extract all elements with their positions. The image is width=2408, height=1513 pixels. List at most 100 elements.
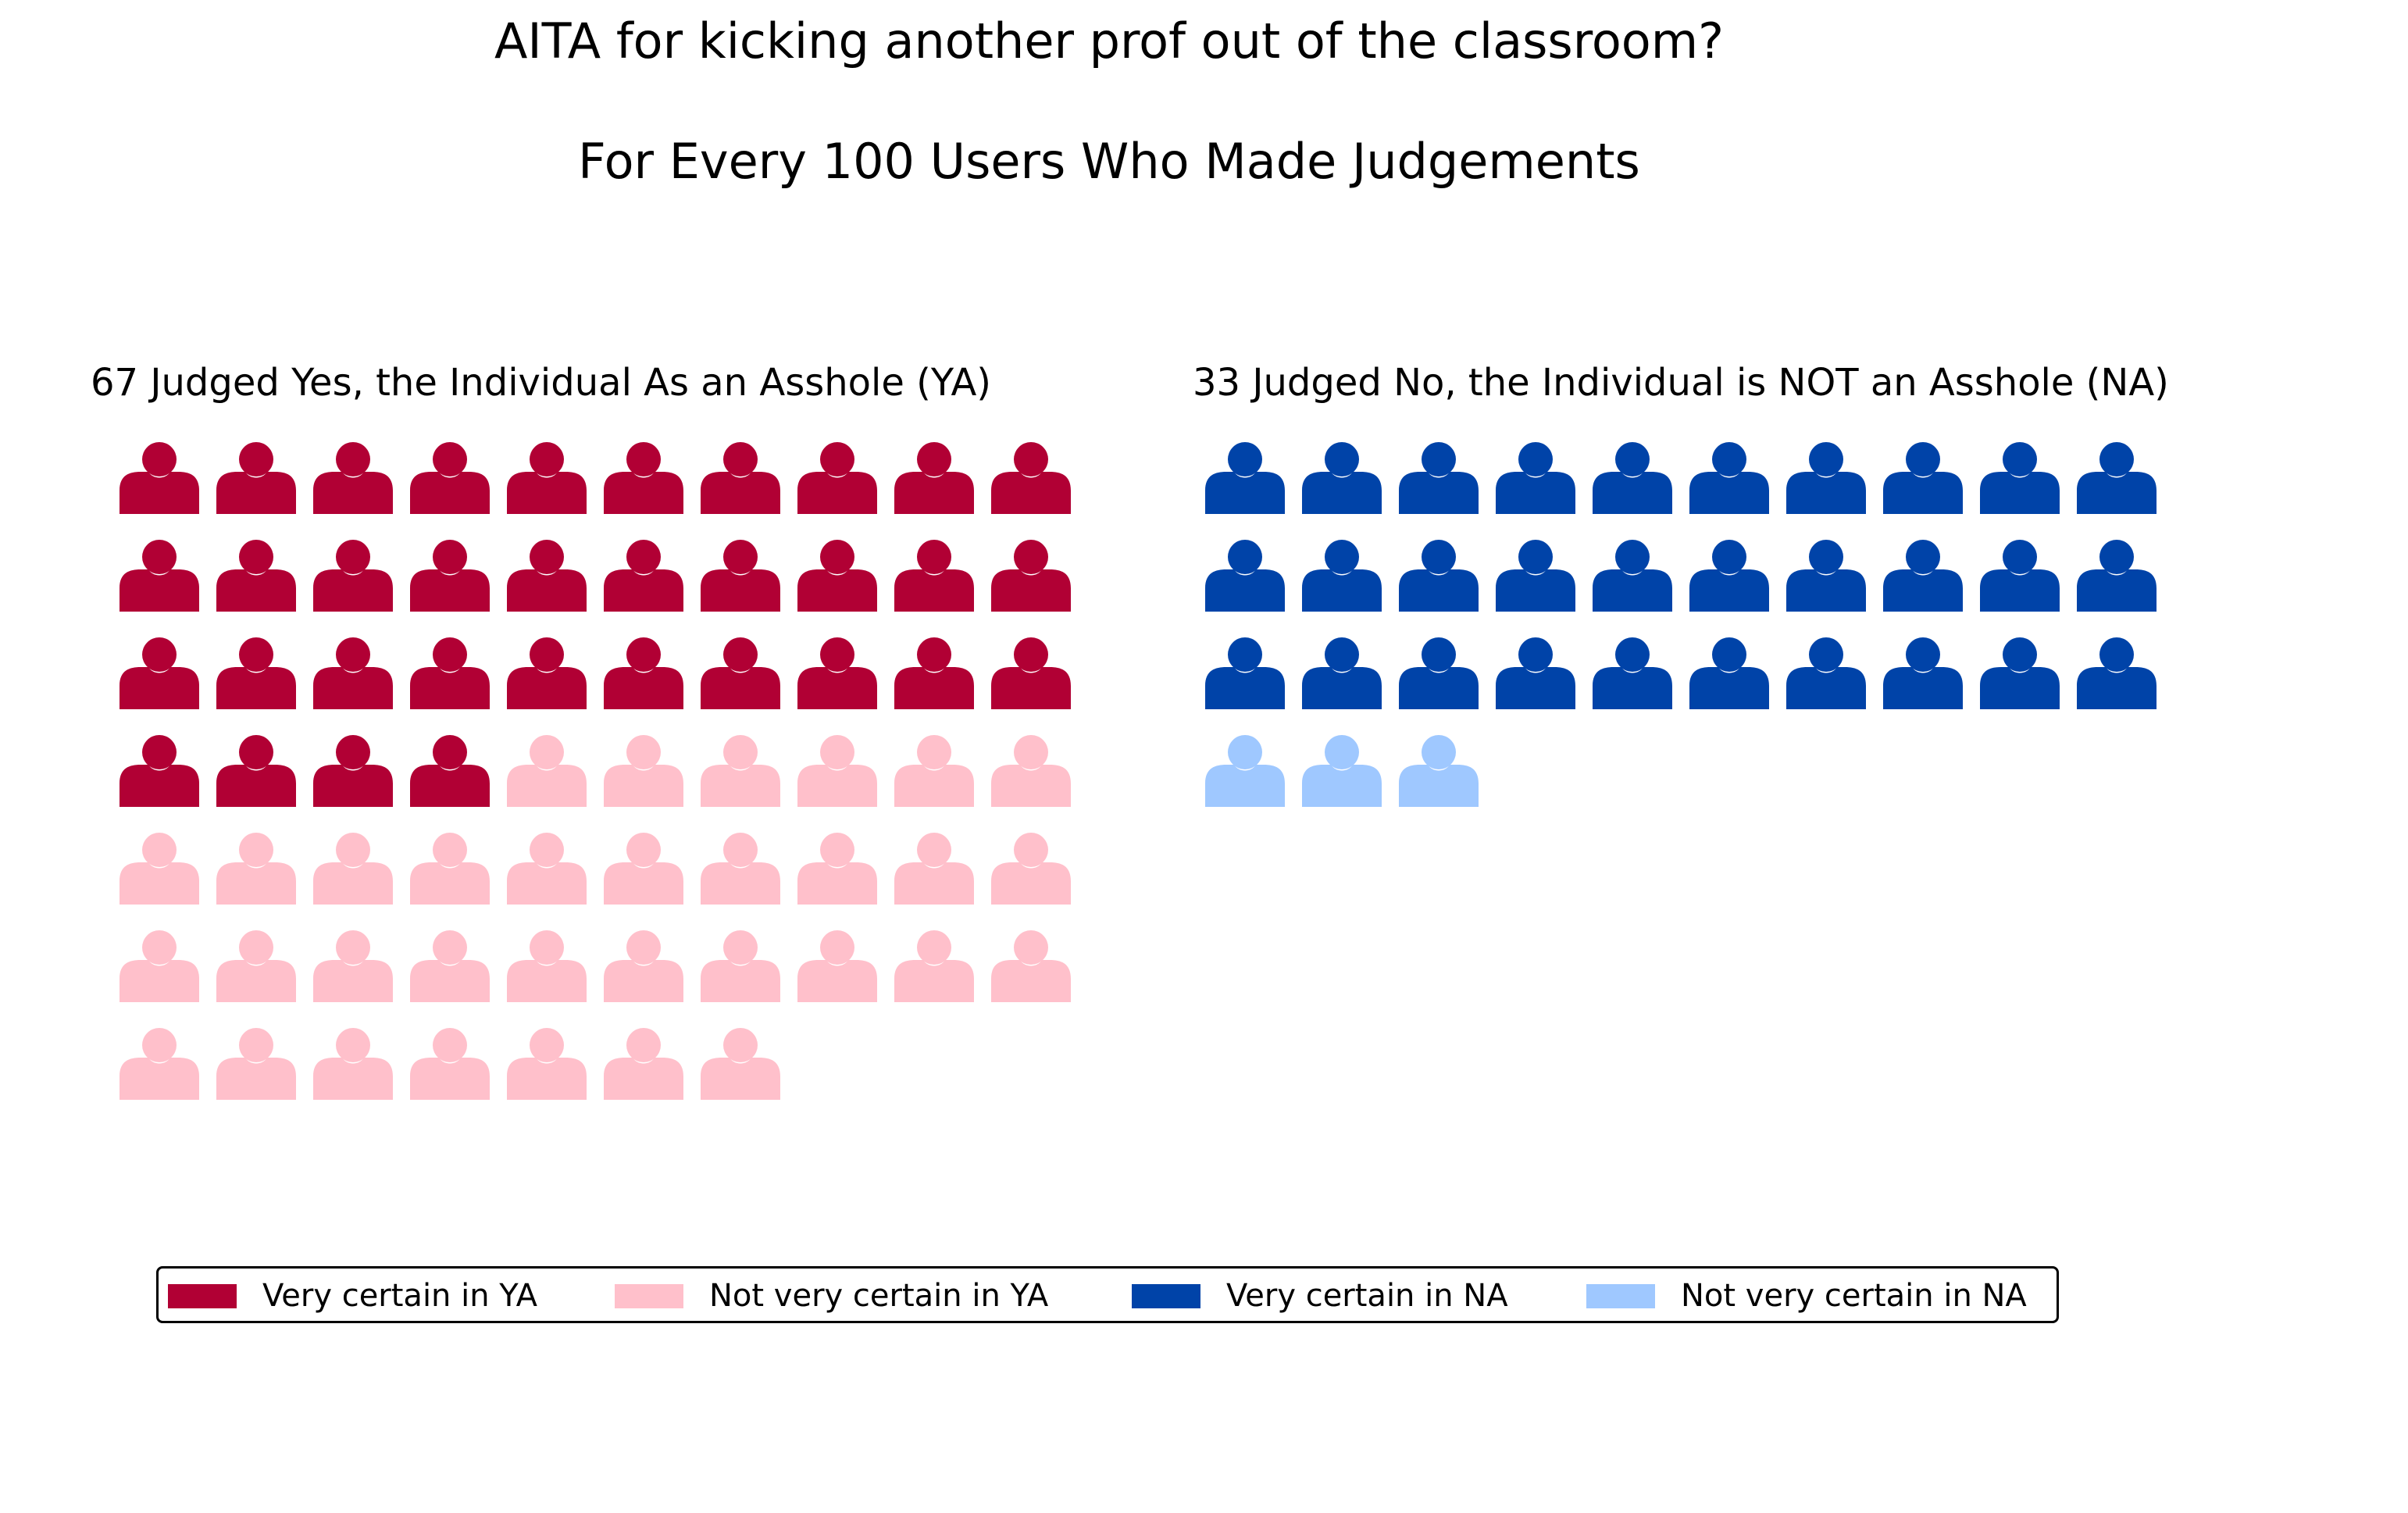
person-icon xyxy=(410,735,490,807)
legend-label-not-very-certain-ya: Not very certain in YA xyxy=(709,1278,1049,1314)
person-icon xyxy=(507,637,587,709)
person-icon xyxy=(1496,540,1575,612)
legend-swatch-not-very-certain-ya xyxy=(615,1284,683,1308)
person-icon xyxy=(701,735,780,807)
person-icon xyxy=(1302,540,1382,612)
person-icon xyxy=(1205,637,1285,709)
person-icon xyxy=(216,442,296,514)
person-icon xyxy=(507,833,587,905)
person-icon xyxy=(1399,735,1479,807)
person-icon xyxy=(1689,442,1769,514)
person-icon xyxy=(894,442,974,514)
person-icon xyxy=(1786,442,1866,514)
person-icon xyxy=(1496,637,1575,709)
person-icon xyxy=(120,540,199,612)
person-icon xyxy=(313,930,393,1002)
person-icon xyxy=(1593,442,1672,514)
legend-swatch-very-certain-na xyxy=(1132,1284,1200,1308)
panel-title-na: 33 Judged No, the Individual is NOT an A… xyxy=(1193,361,2169,405)
person-icon xyxy=(1883,540,1963,612)
person-icon xyxy=(1883,637,1963,709)
person-icon xyxy=(991,735,1071,807)
person-icon xyxy=(507,540,587,612)
person-icon xyxy=(894,833,974,905)
person-icon xyxy=(120,833,199,905)
person-icon xyxy=(604,637,683,709)
person-icon xyxy=(894,735,974,807)
person-icon xyxy=(410,637,490,709)
person-icon xyxy=(797,833,877,905)
person-icon xyxy=(604,540,683,612)
person-icon xyxy=(797,637,877,709)
person-icon xyxy=(2077,637,2156,709)
person-icon xyxy=(1883,442,1963,514)
person-icon xyxy=(313,833,393,905)
person-icon xyxy=(894,540,974,612)
chart-subtitle: For Every 100 Users Who Made Judgements xyxy=(578,133,1640,190)
person-icon xyxy=(991,637,1071,709)
person-icon xyxy=(2077,540,2156,612)
person-icon xyxy=(797,930,877,1002)
person-icon xyxy=(991,930,1071,1002)
person-icon xyxy=(894,930,974,1002)
person-icon xyxy=(991,833,1071,905)
person-icon xyxy=(313,735,393,807)
person-icon xyxy=(1980,540,2060,612)
person-icon xyxy=(1786,540,1866,612)
person-icon xyxy=(2077,442,2156,514)
panel-title-ya: 67 Judged Yes, the Individual As an Assh… xyxy=(91,361,992,405)
person-icon xyxy=(604,833,683,905)
person-icon xyxy=(507,442,587,514)
person-icon xyxy=(120,1028,199,1100)
legend-swatch-not-very-certain-na xyxy=(1586,1284,1655,1308)
person-icon xyxy=(313,637,393,709)
person-icon xyxy=(410,930,490,1002)
legend-label-very-certain-na: Very certain in NA xyxy=(1226,1278,1508,1314)
person-icon xyxy=(216,540,296,612)
person-icon xyxy=(1689,637,1769,709)
person-icon xyxy=(120,637,199,709)
person-icon xyxy=(507,1028,587,1100)
person-icon xyxy=(216,833,296,905)
person-icon xyxy=(1689,540,1769,612)
chart-title: AITA for kicking another prof out of the… xyxy=(494,12,1725,70)
person-icon xyxy=(410,1028,490,1100)
person-icon xyxy=(507,735,587,807)
legend-label-not-very-certain-na: Not very certain in NA xyxy=(1681,1278,2027,1314)
person-icon xyxy=(797,442,877,514)
person-icon xyxy=(216,930,296,1002)
person-icon xyxy=(604,930,683,1002)
person-icon xyxy=(701,442,780,514)
person-icon xyxy=(1980,442,2060,514)
person-icon xyxy=(1302,442,1382,514)
person-icon xyxy=(797,735,877,807)
person-icon xyxy=(1205,442,1285,514)
person-icon xyxy=(313,1028,393,1100)
person-icon xyxy=(120,930,199,1002)
person-icon xyxy=(1399,637,1479,709)
person-icon xyxy=(701,540,780,612)
person-icon xyxy=(701,930,780,1002)
person-icon xyxy=(410,442,490,514)
person-icon xyxy=(216,1028,296,1100)
person-icon xyxy=(1593,540,1672,612)
legend-swatch-very-certain-ya xyxy=(168,1284,237,1308)
person-icon xyxy=(1302,637,1382,709)
person-icon xyxy=(120,735,199,807)
person-icon xyxy=(313,442,393,514)
person-icon xyxy=(1399,540,1479,612)
person-icon xyxy=(410,833,490,905)
person-icon xyxy=(604,1028,683,1100)
person-icon xyxy=(1496,442,1575,514)
person-icon xyxy=(1980,637,2060,709)
person-icon xyxy=(701,1028,780,1100)
person-icon xyxy=(604,735,683,807)
person-icon xyxy=(1205,735,1285,807)
person-icon xyxy=(1593,637,1672,709)
person-icon xyxy=(1399,442,1479,514)
person-icon xyxy=(1786,637,1866,709)
person-icon xyxy=(120,442,199,514)
legend-label-very-certain-ya: Very certain in YA xyxy=(262,1278,537,1314)
person-icon xyxy=(701,833,780,905)
person-icon xyxy=(216,735,296,807)
